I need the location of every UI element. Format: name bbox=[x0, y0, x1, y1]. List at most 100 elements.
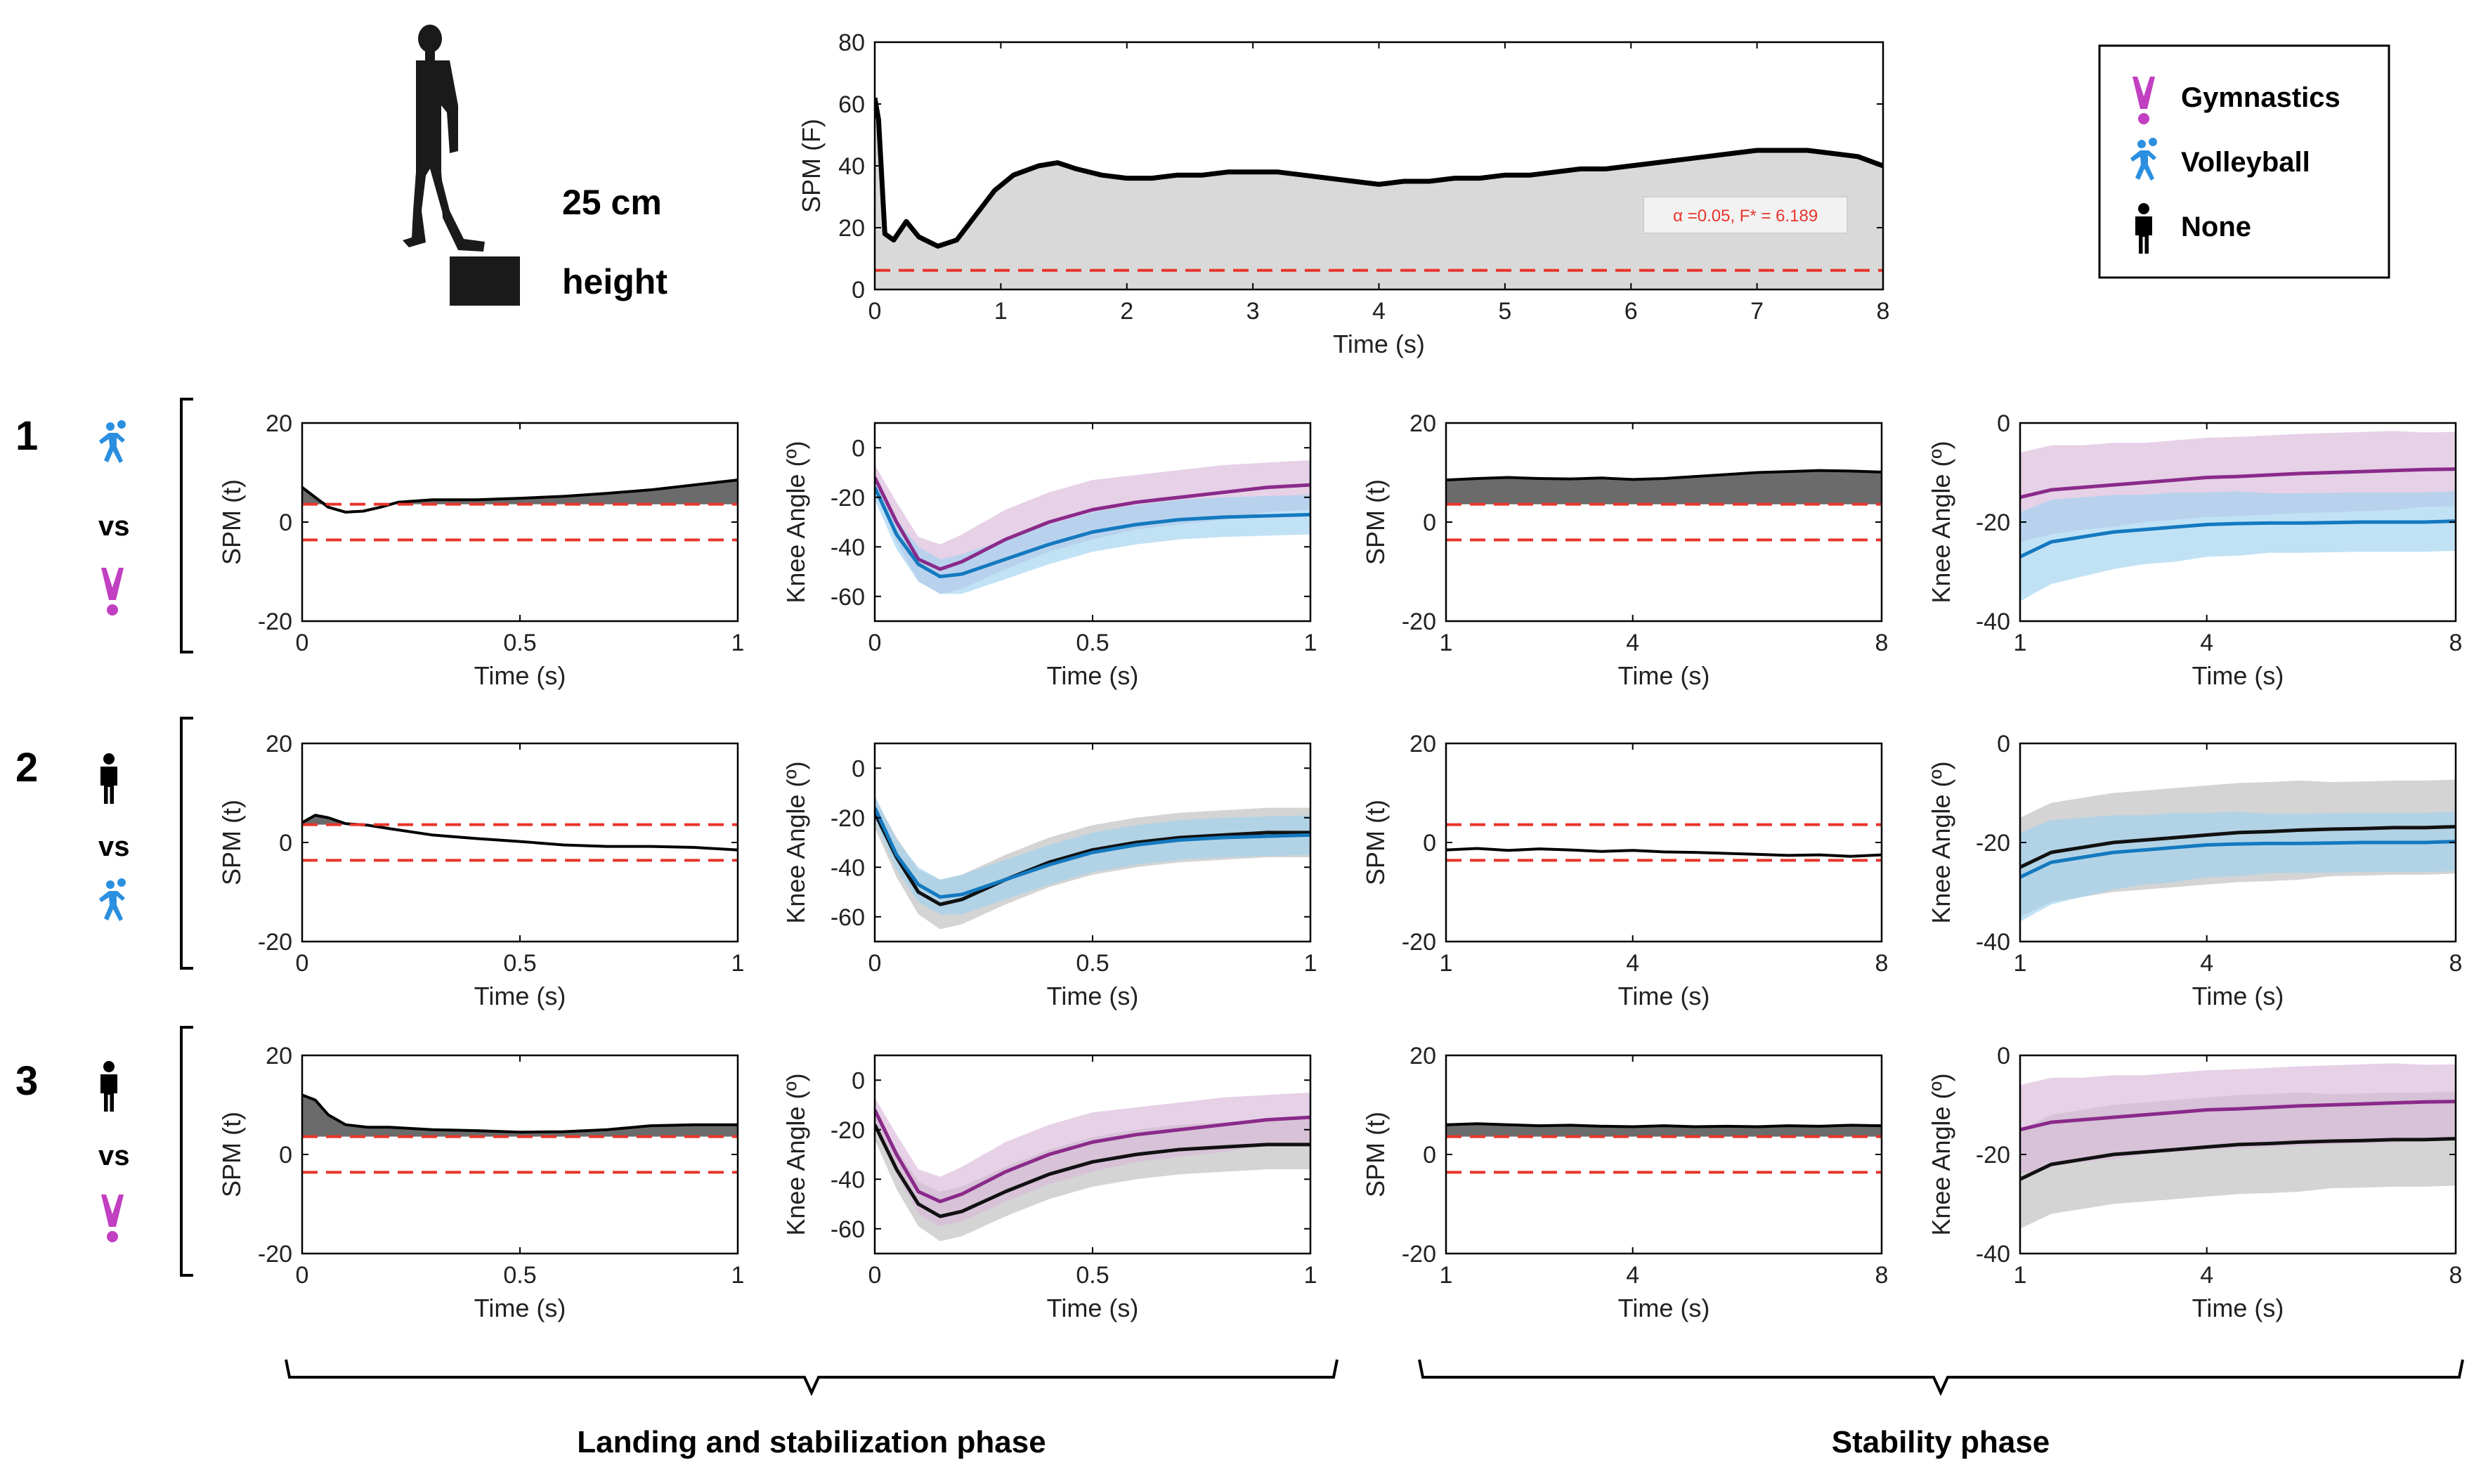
x-axis-label: Time (s) bbox=[474, 661, 566, 690]
row-bracket bbox=[180, 1026, 193, 1277]
y-tick-label: -40 bbox=[1976, 929, 2010, 956]
x-axis-label: Time (s) bbox=[474, 982, 566, 1010]
x-axis-label: Time (s) bbox=[1047, 982, 1139, 1010]
y-tick-label: -40 bbox=[1976, 1241, 2010, 1268]
x-tick-label: 0.5 bbox=[1076, 630, 1109, 656]
y-tick-label: -40 bbox=[1976, 608, 2010, 635]
row-vs: vs bbox=[98, 1140, 130, 1171]
x-tick-label: 0 bbox=[296, 630, 309, 656]
x-tick-label: 0 bbox=[868, 950, 882, 977]
x-tick-label: 1 bbox=[2014, 630, 2027, 656]
plot-area bbox=[875, 795, 1310, 930]
x-tick-label: 8 bbox=[1877, 298, 1890, 325]
x-tick-label: 1 bbox=[1440, 1262, 1453, 1289]
x-tick-label: 4 bbox=[2200, 1262, 2213, 1289]
y-tick-label: 20 bbox=[266, 1043, 292, 1069]
y-axis-label: Knee Angle (º) bbox=[1927, 441, 1955, 603]
y-axis-label: SPM (t) bbox=[217, 479, 246, 565]
spm-curve bbox=[1446, 1122, 1882, 1128]
x-tick-label: 0 bbox=[296, 1262, 309, 1289]
spm-significant-area bbox=[302, 1095, 738, 1137]
y-axis-label: SPM (t) bbox=[1361, 479, 1390, 565]
chart-r3-landing-knee: 0 0.5 1 -60 -40 -20 0 Time (s) Knee Angle (º) bbox=[781, 1054, 1317, 1322]
row-vs: vs bbox=[98, 511, 130, 542]
series-line-gym bbox=[875, 1109, 1310, 1204]
spm-significant-area bbox=[302, 480, 738, 505]
row-3-label: 3 vs bbox=[15, 1026, 193, 1277]
plot-area bbox=[302, 479, 738, 542]
y-axis-label: Knee Angle (º) bbox=[781, 761, 810, 923]
y-tick-label: -20 bbox=[1402, 1241, 1436, 1268]
y-tick-label: 20 bbox=[1409, 1043, 1436, 1069]
row-2-label: 2 vs bbox=[15, 717, 193, 970]
height-value: 25 cm bbox=[562, 183, 662, 222]
y-tick-label: 0 bbox=[852, 755, 865, 782]
person-icon bbox=[100, 1061, 117, 1112]
y-tick-label: -20 bbox=[258, 1241, 292, 1268]
x-tick-label: 4 bbox=[1626, 950, 1639, 977]
y-tick-label: -20 bbox=[831, 485, 865, 512]
person-silhouette-icon bbox=[403, 25, 520, 306]
y-tick-label: 0 bbox=[1423, 509, 1436, 536]
plot-area bbox=[875, 97, 1883, 289]
x-tick-label: 4 bbox=[2200, 950, 2213, 977]
legend: Gymnastics Volleyball None bbox=[2098, 44, 2390, 279]
x-axis-label: Time (s) bbox=[1047, 661, 1139, 690]
x-tick-label: 1 bbox=[2014, 950, 2027, 977]
y-tick-label: 0 bbox=[1997, 410, 2010, 437]
y-axis-label: Knee Angle (º) bbox=[1927, 761, 1955, 923]
y-tick-label: -20 bbox=[258, 929, 292, 956]
x-tick-label: 8 bbox=[1875, 630, 1889, 656]
x-tick-label: 0.5 bbox=[503, 1262, 536, 1289]
annotation-box bbox=[1643, 196, 1849, 234]
chart-r3-stability-spm: 1 4 8 -20 0 20 Time (s) SPM (t) bbox=[1361, 1043, 1888, 1322]
volleyball-player-icon bbox=[99, 878, 126, 921]
y-axis-label: SPM (t) bbox=[1361, 1112, 1390, 1197]
x-tick-label: 0 bbox=[868, 298, 882, 325]
row-number: 3 bbox=[15, 1058, 38, 1104]
axes-frame bbox=[301, 422, 739, 623]
x-tick-label: 1 bbox=[1304, 1262, 1317, 1289]
jumper-illustration: 25 cm height bbox=[403, 25, 668, 306]
y-tick-label: -20 bbox=[258, 608, 292, 635]
x-tick-label: 8 bbox=[1875, 950, 1889, 977]
y-axis-label: SPM (F) bbox=[797, 119, 826, 213]
landing-phase-label: Landing and stabilization phase bbox=[577, 1425, 1046, 1459]
spm-area bbox=[875, 98, 1883, 289]
plot-area bbox=[302, 814, 738, 862]
x-tick-label: 0 bbox=[868, 1262, 882, 1289]
spm-curve bbox=[1446, 847, 1882, 858]
x-axis-label: Time (s) bbox=[1047, 1294, 1139, 1322]
series-line-volley bbox=[875, 807, 1310, 899]
stability-brace bbox=[1418, 1359, 2464, 1396]
x-tick-label: 0.5 bbox=[1076, 950, 1109, 977]
y-axis-label: SPM (t) bbox=[217, 1112, 246, 1197]
row-bracket bbox=[180, 717, 193, 970]
series-band-volley bbox=[875, 795, 1310, 915]
y-tick-label: 0 bbox=[852, 435, 865, 462]
y-tick-label: -60 bbox=[831, 584, 865, 611]
phase-braces: Landing and stabilization phase Stabilit… bbox=[285, 1359, 2464, 1459]
y-axis-label: Knee Angle (º) bbox=[1927, 1073, 1955, 1235]
y-tick-label: 0 bbox=[279, 830, 292, 857]
series-line-volley bbox=[2020, 519, 2456, 559]
x-tick-label: 2 bbox=[1120, 298, 1133, 325]
volleyball-player-icon bbox=[99, 420, 126, 463]
y-tick-label: 80 bbox=[838, 30, 865, 56]
x-axis-label: Time (s) bbox=[1618, 1294, 1710, 1322]
x-tick-label: 5 bbox=[1498, 298, 1511, 325]
series-line-gym bbox=[875, 476, 1310, 571]
y-tick-label: -40 bbox=[831, 534, 865, 561]
x-tick-label: 1 bbox=[731, 1262, 745, 1289]
y-tick-label: 40 bbox=[838, 153, 865, 180]
y-tick-label: 0 bbox=[852, 1067, 865, 1094]
spm-curve bbox=[302, 479, 738, 514]
x-tick-label: 0 bbox=[868, 630, 882, 656]
x-tick-label: 1 bbox=[2014, 1262, 2027, 1289]
row-1-label: 1 vs bbox=[15, 398, 193, 653]
x-tick-label: 1 bbox=[1440, 950, 1453, 977]
